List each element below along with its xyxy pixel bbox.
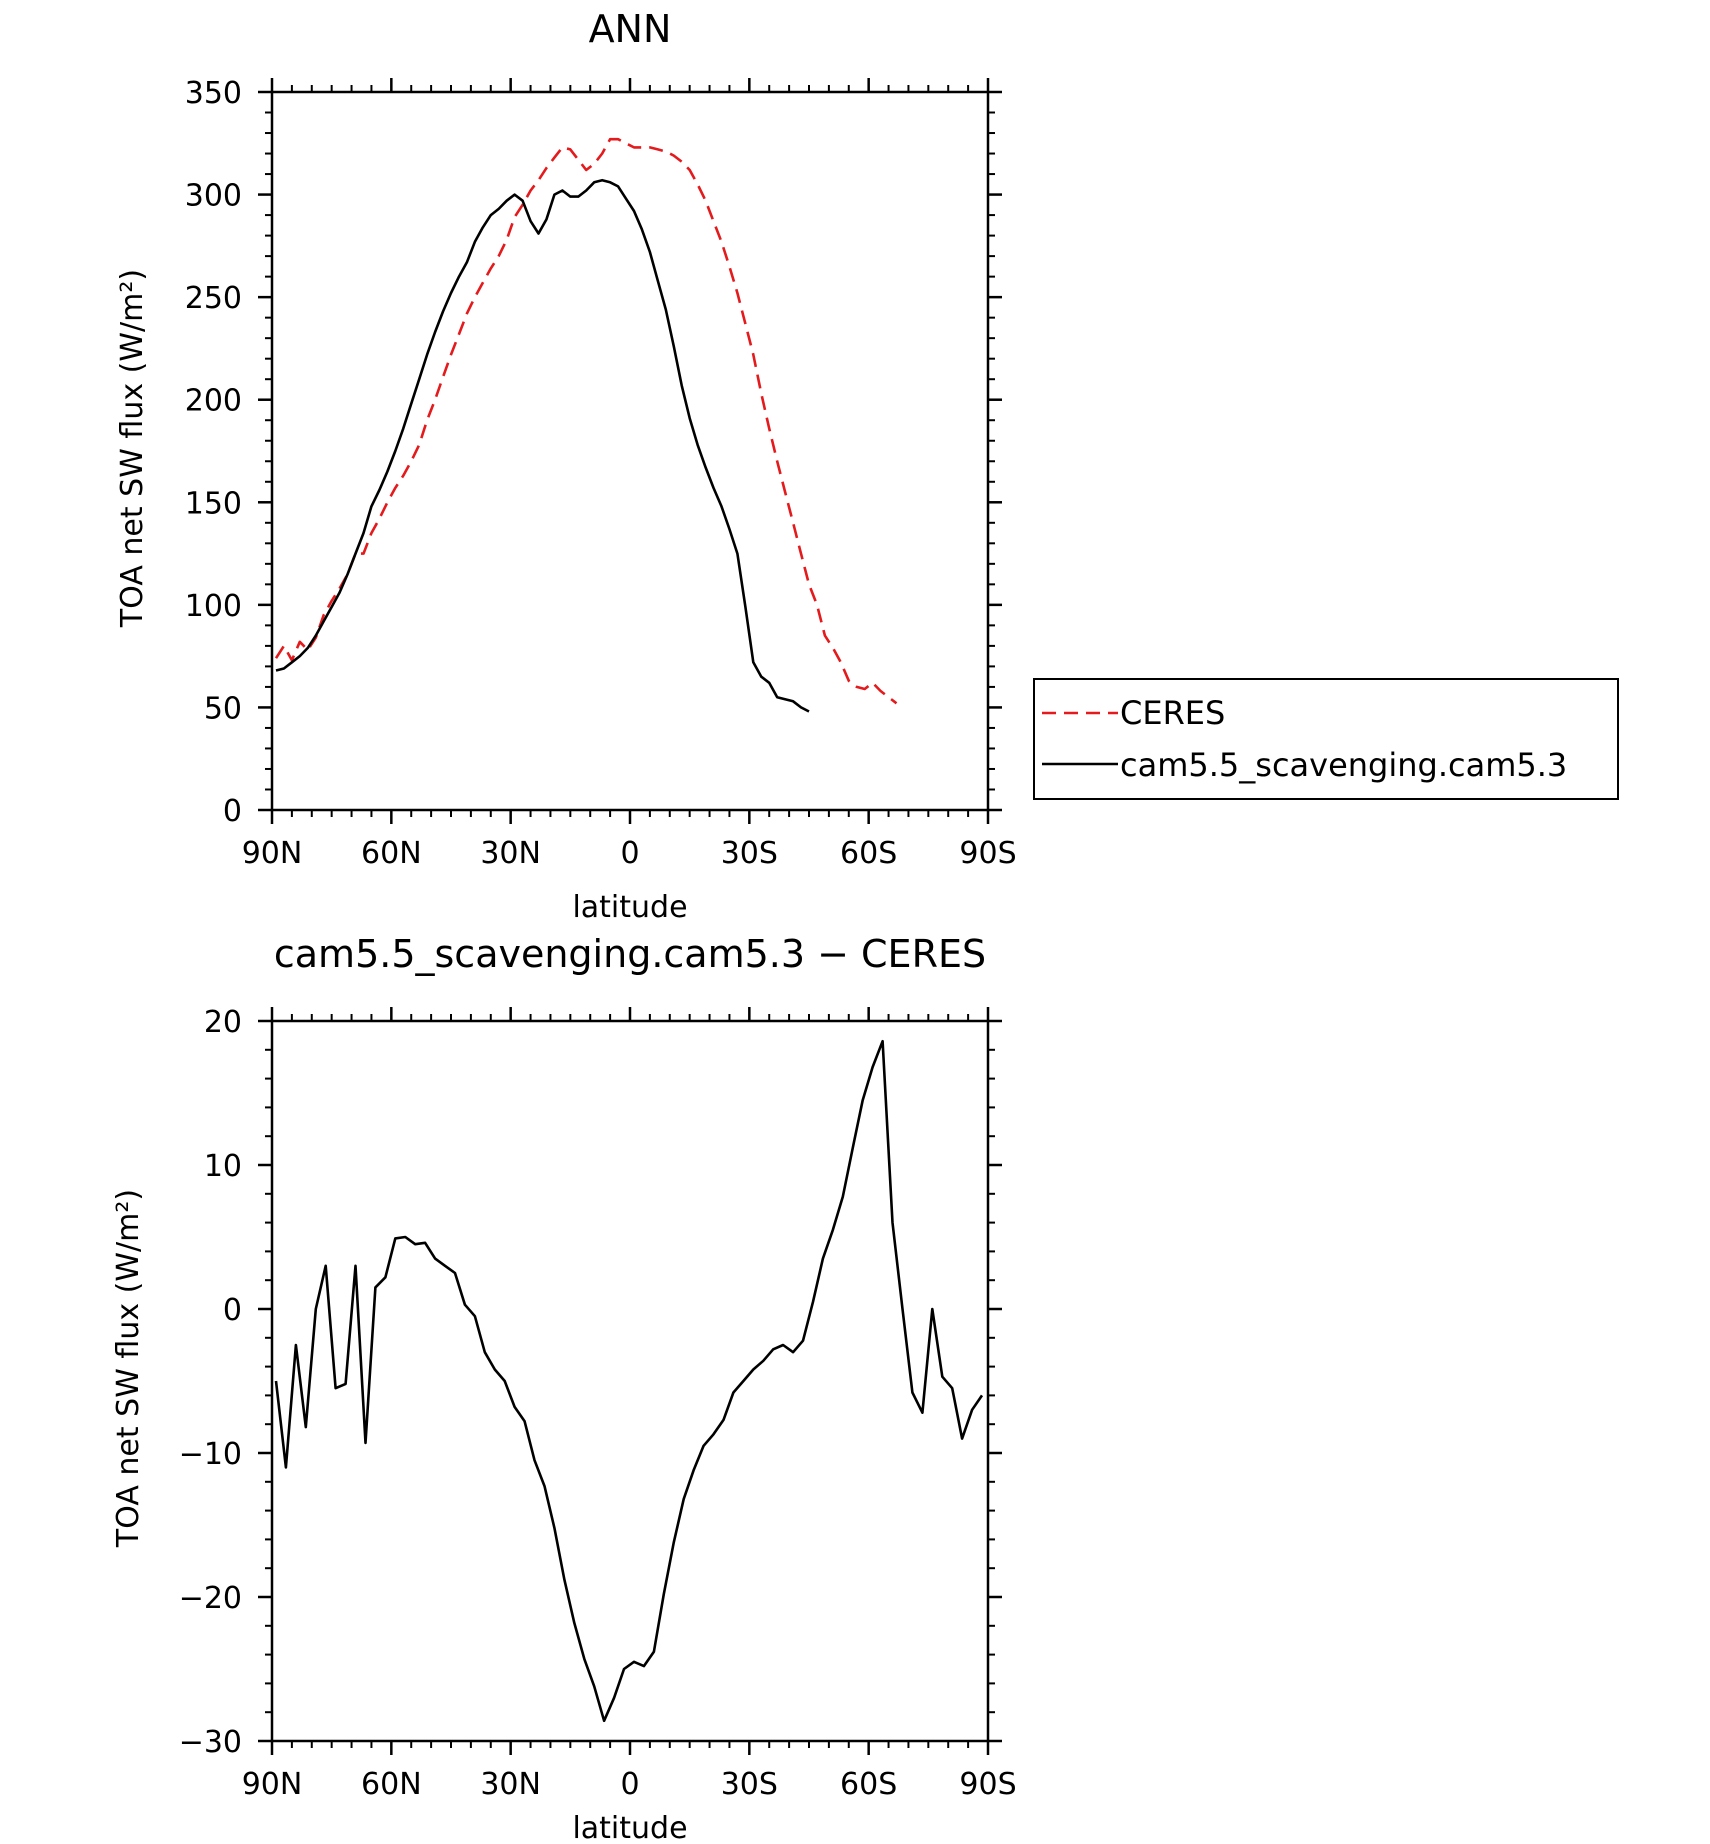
y-tick-label: 200: [185, 384, 242, 419]
bottom-x-axis-label: latitude: [572, 1811, 687, 1844]
legend-box: [1033, 678, 1619, 800]
x-tick-label: 0: [620, 836, 639, 871]
top-series: [274, 137, 898, 713]
series-line-ceres: [274, 137, 898, 705]
bottom-panel: cam5.5_scavenging.cam5.3 − CERES latitud…: [111, 932, 1017, 1844]
x-tick-label: 0: [620, 1767, 639, 1802]
x-tick-label: 60N: [361, 836, 422, 871]
y-tick-label: 20: [204, 1005, 242, 1040]
top-panel: ANN latitude TOA net SW flux (W/m²) 90N 6…: [115, 7, 1017, 925]
y-tick-label: 350: [185, 76, 242, 111]
y-tick-label: 150: [185, 486, 242, 521]
top-plot-frame: [270, 90, 990, 812]
top-ticks: 90N 60N 30N 0 30S 60S 90S 0 50 100 150 200 250 300 350: [185, 76, 1017, 871]
legend-label-ceres: CERES: [1120, 694, 1225, 732]
x-tick-label: 30N: [480, 1767, 541, 1802]
y-tick-label: 250: [185, 281, 242, 316]
bottom-ticks: 90N 60N 30N 0 30S 60S 90S −30 −20 −10 0 10 20: [179, 1005, 1017, 1802]
x-tick-label: 90N: [242, 836, 303, 871]
y-tick-label: 0: [223, 794, 242, 829]
top-panel-title: ANN: [589, 7, 672, 51]
x-tick-label: 60S: [840, 836, 897, 871]
x-tick-label: 90S: [959, 836, 1016, 871]
y-tick-label: 300: [185, 179, 242, 214]
top-y-axis-label: TOA net SW flux (W/m²): [115, 269, 150, 628]
x-tick-label: 60S: [840, 1767, 897, 1802]
y-tick-label: −10: [179, 1437, 242, 1472]
x-tick-label: 30S: [721, 836, 778, 871]
x-tick-label: 60N: [361, 1767, 422, 1802]
legend-label-model: cam5.5_scavenging.cam5.3: [1120, 746, 1567, 784]
legend: CERES cam5.5_scavenging.cam5.3: [1033, 678, 1619, 800]
bottom-series: [274, 1039, 984, 1723]
y-tick-label: −30: [179, 1725, 242, 1760]
y-tick-label: 50: [204, 691, 242, 726]
y-tick-label: −20: [179, 1581, 242, 1616]
x-tick-label: 30S: [721, 1767, 778, 1802]
bottom-plot-frame: [270, 1019, 990, 1743]
y-tick-label: 10: [204, 1149, 242, 1184]
bottom-y-axis-label: TOA net SW flux (W/m²): [111, 1189, 146, 1548]
bottom-panel-title: cam5.5_scavenging.cam5.3 − CERES: [274, 932, 986, 976]
x-tick-label: 90N: [242, 1767, 303, 1802]
top-x-axis-label: latitude: [572, 890, 687, 925]
series-line-difference: [274, 1039, 984, 1723]
y-tick-label: 0: [223, 1293, 242, 1328]
x-tick-label: 90S: [959, 1767, 1016, 1802]
series-line-cam5-5-scavenging-cam5-3: [275, 178, 810, 713]
y-tick-label: 100: [185, 589, 242, 624]
x-tick-label: 30N: [480, 836, 541, 871]
